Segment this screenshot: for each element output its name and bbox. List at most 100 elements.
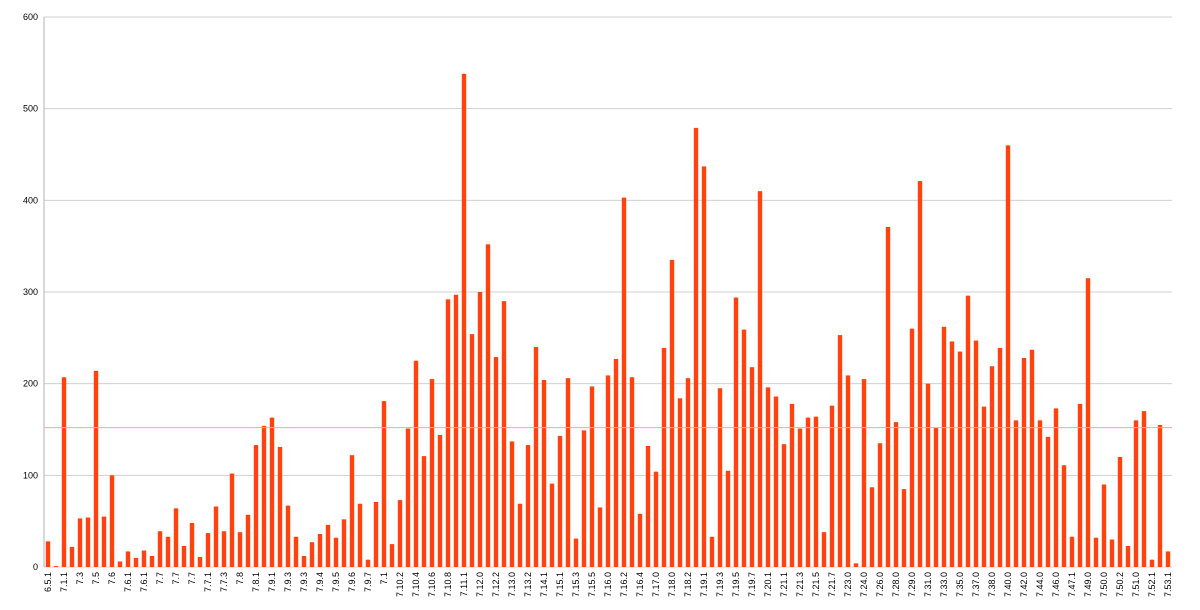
y-tick-label: 100 [23,470,38,480]
bar [173,508,179,567]
bar [837,335,843,567]
bar [109,475,115,567]
bar [717,388,723,567]
x-tick-label: 7.21.1 [779,572,789,597]
y-tick-label: 0 [33,562,38,572]
x-tick-label: 7.21.5 [811,572,821,597]
x-tick-label: 7.16.2 [619,572,629,597]
bar [285,505,291,567]
y-tick-label: 400 [23,195,38,205]
bar [1069,536,1075,567]
bar [597,507,603,567]
bar [1125,545,1131,567]
bar [349,455,355,567]
bar [1037,420,1043,567]
bar [997,347,1003,567]
bar [277,446,283,567]
bar [981,406,987,567]
bar [757,191,763,567]
bar [61,377,67,567]
x-tick-label: 7.21.7 [827,572,837,597]
bar [821,532,827,567]
bar [405,428,411,567]
bar [741,329,747,567]
bar [965,295,971,567]
x-tick-label: 7.15.3 [571,572,581,597]
bar [141,550,147,567]
bar [357,503,363,567]
x-tick-label: 7.37.0 [971,572,981,597]
bar [917,181,923,568]
bar [301,556,307,567]
bar [525,445,531,567]
bar [189,523,195,567]
bar [1029,349,1035,567]
x-tick-label: 7.6.1 [139,572,149,592]
bar [789,403,795,567]
bar [1133,420,1139,567]
bar [589,386,595,567]
x-tick-label: 7.10.4 [411,572,421,597]
bar [765,387,771,567]
x-tick-label: 7.18.2 [683,572,693,597]
bar [973,340,979,567]
bar [797,428,803,567]
bar [1077,403,1083,567]
x-tick-label: 7.19.5 [731,572,741,597]
bar [629,377,635,567]
x-tick-label: 7.8 [235,572,245,585]
x-tick-label: 7.46.0 [1051,572,1061,597]
bar [1021,358,1027,567]
x-tick-label: 7.52.1 [1147,572,1157,597]
x-tick-label: 7.13.0 [507,572,517,597]
bar [365,559,371,567]
bar [469,334,475,567]
bar [373,501,379,567]
bar [213,506,219,567]
x-tick-label: 7.6.1 [123,572,133,592]
bar [1093,537,1099,567]
bar [341,519,347,567]
bar [829,405,835,567]
bar [493,357,499,567]
x-tick-label: 7.12.2 [491,572,501,597]
x-tick-label: 7.38.0 [987,572,997,597]
x-tick-label: 7.9.3 [299,572,309,592]
bar [909,328,915,567]
x-tick-label: 7.9.1 [267,572,277,592]
bar [725,470,731,567]
bar [237,532,243,567]
x-tick-label: 7.21.3 [795,572,805,597]
bar [1165,551,1171,567]
bar [117,561,123,567]
bar [557,435,563,567]
x-tick-label: 7.10.6 [427,572,437,597]
bar [669,259,675,567]
x-tick-label: 6.5.1 [43,572,53,592]
bar [605,375,611,567]
bar [693,127,699,568]
x-tick-label: 7.24.0 [859,572,869,597]
bar [77,518,83,567]
bar [957,351,963,567]
bar [1085,278,1091,567]
x-tick-label: 7.7 [171,572,181,585]
y-tick-label: 500 [23,104,38,114]
bar [925,383,931,567]
bar [133,557,139,567]
bar [877,443,883,567]
bar [813,416,819,567]
bar [933,427,939,567]
bar [781,444,787,567]
bar [565,378,571,567]
bar [861,379,867,567]
bar [333,537,339,567]
x-tick-label: 7.23.0 [843,572,853,597]
bar [1013,420,1019,567]
bar [749,367,755,567]
bar [45,541,51,567]
x-tick-label: 7.5 [91,572,101,585]
bar [253,445,259,567]
bar [645,446,651,567]
x-tick-label: 7.10.2 [395,572,405,597]
